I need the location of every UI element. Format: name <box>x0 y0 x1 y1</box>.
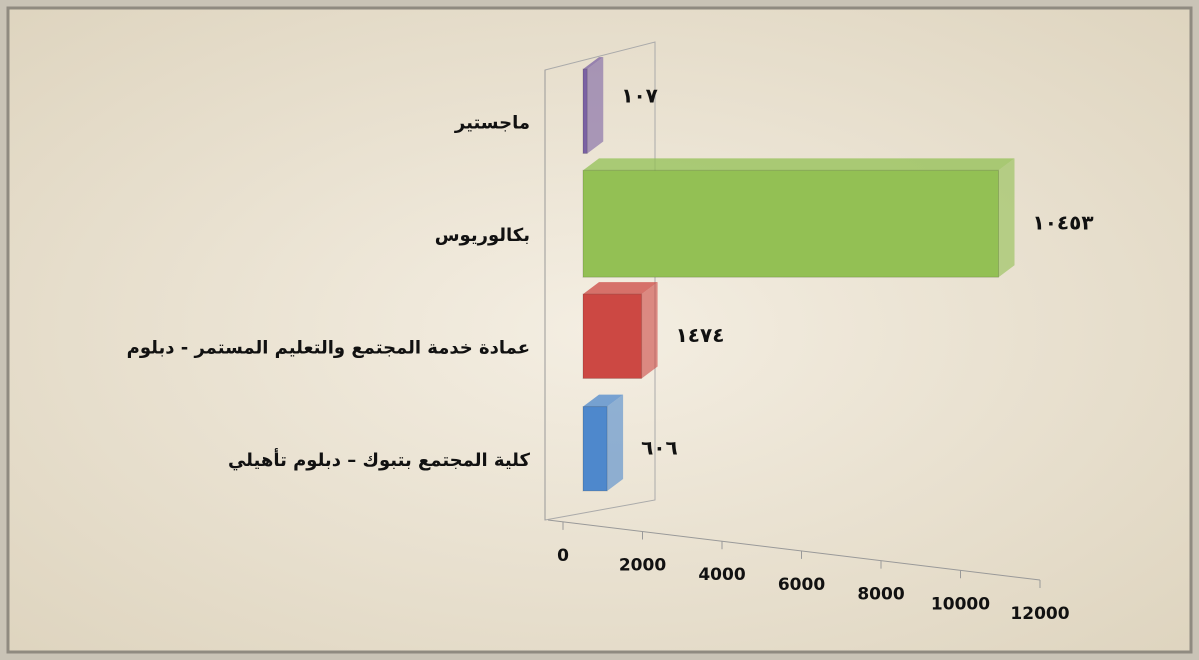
x-tick-label: 6000 <box>778 575 825 595</box>
y-tick-label: بكالوريوس <box>435 225 530 246</box>
x-tick-label: 2000 <box>619 556 666 576</box>
x-tick-label: 10000 <box>931 594 990 614</box>
y-tick-label: عمادة خدمة المجتمع والتعليم المستمر - دب… <box>127 337 530 358</box>
bar-side <box>998 158 1015 278</box>
bar-top <box>583 282 658 295</box>
data-label: ١٠٧ <box>621 84 658 108</box>
bar-top <box>583 158 1015 171</box>
bar-side <box>641 282 658 379</box>
y-tick-label: كلية المجتمع بتبوك – دبلوم تأهيلي <box>228 448 531 471</box>
bar-side <box>587 57 604 154</box>
x-tick-label: 12000 <box>1010 604 1069 624</box>
x-tick-label: 8000 <box>857 585 904 605</box>
bar <box>582 68 588 154</box>
bar-top <box>583 394 624 407</box>
bar <box>582 169 1000 278</box>
x-axis <box>547 519 1041 581</box>
y-tick-label: ماجستير <box>454 112 530 133</box>
bar <box>582 293 643 379</box>
x-tick-label: 0 <box>557 546 569 566</box>
bar-top <box>583 57 604 70</box>
bar <box>582 406 608 492</box>
data-label: ٦٠٦ <box>641 435 678 459</box>
x-tick-label: 4000 <box>698 565 745 585</box>
data-label: ١٤٧٤ <box>676 323 725 347</box>
data-label: ١٠٤٥٣ <box>1033 210 1094 234</box>
bar-side <box>607 394 624 491</box>
